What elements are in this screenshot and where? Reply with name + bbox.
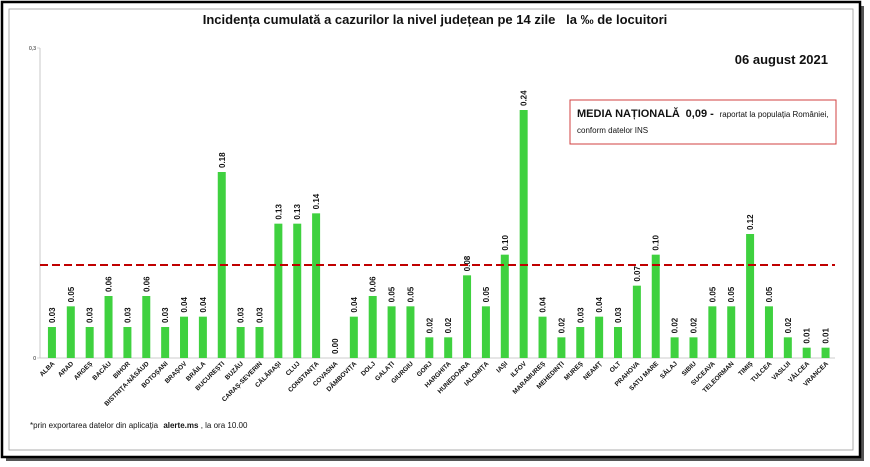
- average-box: [569, 99, 837, 145]
- bar: [708, 306, 717, 358]
- y-tick-label: 0,3: [29, 46, 36, 52]
- average-value: 0,09 -: [686, 108, 714, 120]
- value-label: 0.02: [689, 317, 698, 333]
- bar: [764, 306, 773, 358]
- bar: [85, 327, 94, 358]
- chart-date: 06 august 2021: [735, 52, 828, 67]
- value-label: 0.05: [388, 286, 397, 302]
- average-name: MEDIA NAȚIONALĂ: [577, 107, 680, 120]
- value-label: 0.10: [652, 235, 661, 251]
- bar: [293, 223, 302, 358]
- bar: [104, 296, 113, 358]
- value-label: 0.10: [501, 235, 510, 251]
- bar: [444, 337, 453, 358]
- bar: [651, 254, 660, 358]
- value-label: 0.14: [312, 193, 321, 209]
- bar: [519, 110, 528, 358]
- value-label: 0.00: [331, 338, 340, 354]
- value-label: 0.08: [463, 255, 472, 271]
- value-label: 0.01: [822, 328, 831, 344]
- bar: [538, 316, 547, 358]
- value-label: 0.05: [482, 286, 491, 302]
- value-label: 0.01: [803, 328, 812, 344]
- average-note: MEDIA NAȚIONALĂ 0,09 - raportat la popul…: [577, 107, 829, 120]
- value-label: 0.06: [369, 276, 378, 292]
- bar: [689, 337, 698, 358]
- footnote: *prin exportarea datelor din aplicația a…: [30, 421, 248, 430]
- bar: [406, 306, 415, 358]
- value-label: 0.05: [406, 286, 415, 302]
- bar: [632, 285, 641, 358]
- bar: [236, 327, 245, 358]
- bar: [47, 327, 56, 358]
- bar: [255, 327, 264, 358]
- value-label: 0.03: [86, 307, 95, 323]
- value-label: 0.07: [633, 266, 642, 282]
- value-label: 0.06: [105, 276, 114, 292]
- value-label: 0.06: [142, 276, 151, 292]
- bar: [481, 306, 490, 358]
- value-label: 0.03: [614, 307, 623, 323]
- bar: [198, 316, 207, 358]
- value-label: 0.13: [293, 204, 302, 220]
- bar: [180, 316, 189, 358]
- footnote-3: , la ora 10.00: [201, 421, 248, 430]
- value-label: 0.24: [520, 90, 529, 106]
- value-label: 0.18: [218, 152, 227, 168]
- value-label: 0.03: [123, 307, 132, 323]
- bar: [274, 223, 283, 358]
- value-label: 0.02: [671, 317, 680, 333]
- value-label: 0.04: [350, 297, 359, 313]
- value-label: 0.13: [274, 204, 283, 220]
- bar: [425, 337, 434, 358]
- bar: [746, 234, 755, 358]
- bar: [368, 296, 377, 358]
- bar: [312, 213, 321, 358]
- bar: [595, 316, 604, 358]
- bar: [576, 327, 585, 358]
- value-label: 0.05: [708, 286, 717, 302]
- value-label: 0.05: [765, 286, 774, 302]
- bar: [727, 306, 736, 358]
- bar: [161, 327, 170, 358]
- bar: [123, 327, 132, 358]
- value-label: 0.04: [199, 297, 208, 313]
- value-label: 0.04: [595, 297, 604, 313]
- bar: [670, 337, 679, 358]
- frame: [0, 0, 862, 459]
- bar: [821, 347, 830, 358]
- bar: [66, 306, 75, 358]
- bar: [802, 347, 811, 358]
- bar: [349, 316, 358, 358]
- average-note-2: conform datelor INS: [577, 126, 648, 135]
- bar: [463, 275, 472, 358]
- bar: [500, 254, 509, 358]
- value-label: 0.03: [237, 307, 246, 323]
- value-label: 0.04: [539, 297, 548, 313]
- value-label: 0.02: [444, 317, 453, 333]
- value-label: 0.05: [67, 286, 76, 302]
- value-label: 0.12: [746, 214, 755, 230]
- value-label: 0.02: [557, 317, 566, 333]
- value-label: 0.04: [180, 297, 189, 313]
- bar: [142, 296, 151, 358]
- bar: [557, 337, 566, 358]
- footnote-1: *prin exportarea datelor din aplicația: [30, 421, 159, 430]
- value-label: 0.03: [161, 307, 170, 323]
- average-note-1: raportat la populația României,: [720, 110, 829, 119]
- footnote-2: alerte.ms: [163, 421, 199, 430]
- bar: [387, 306, 396, 358]
- value-label: 0.02: [784, 317, 793, 333]
- value-label: 0.03: [48, 307, 57, 323]
- bar: [614, 327, 623, 358]
- y-tick-label: 0: [33, 356, 36, 362]
- value-label: 0.05: [727, 286, 736, 302]
- chart-title: Incidența cumulată a cazurilor la nivel …: [203, 12, 668, 27]
- value-label: 0.02: [425, 317, 434, 333]
- value-label: 0.03: [576, 307, 585, 323]
- inner-frame: [8, 8, 854, 451]
- value-label: 0.03: [255, 307, 264, 323]
- bar: [783, 337, 792, 358]
